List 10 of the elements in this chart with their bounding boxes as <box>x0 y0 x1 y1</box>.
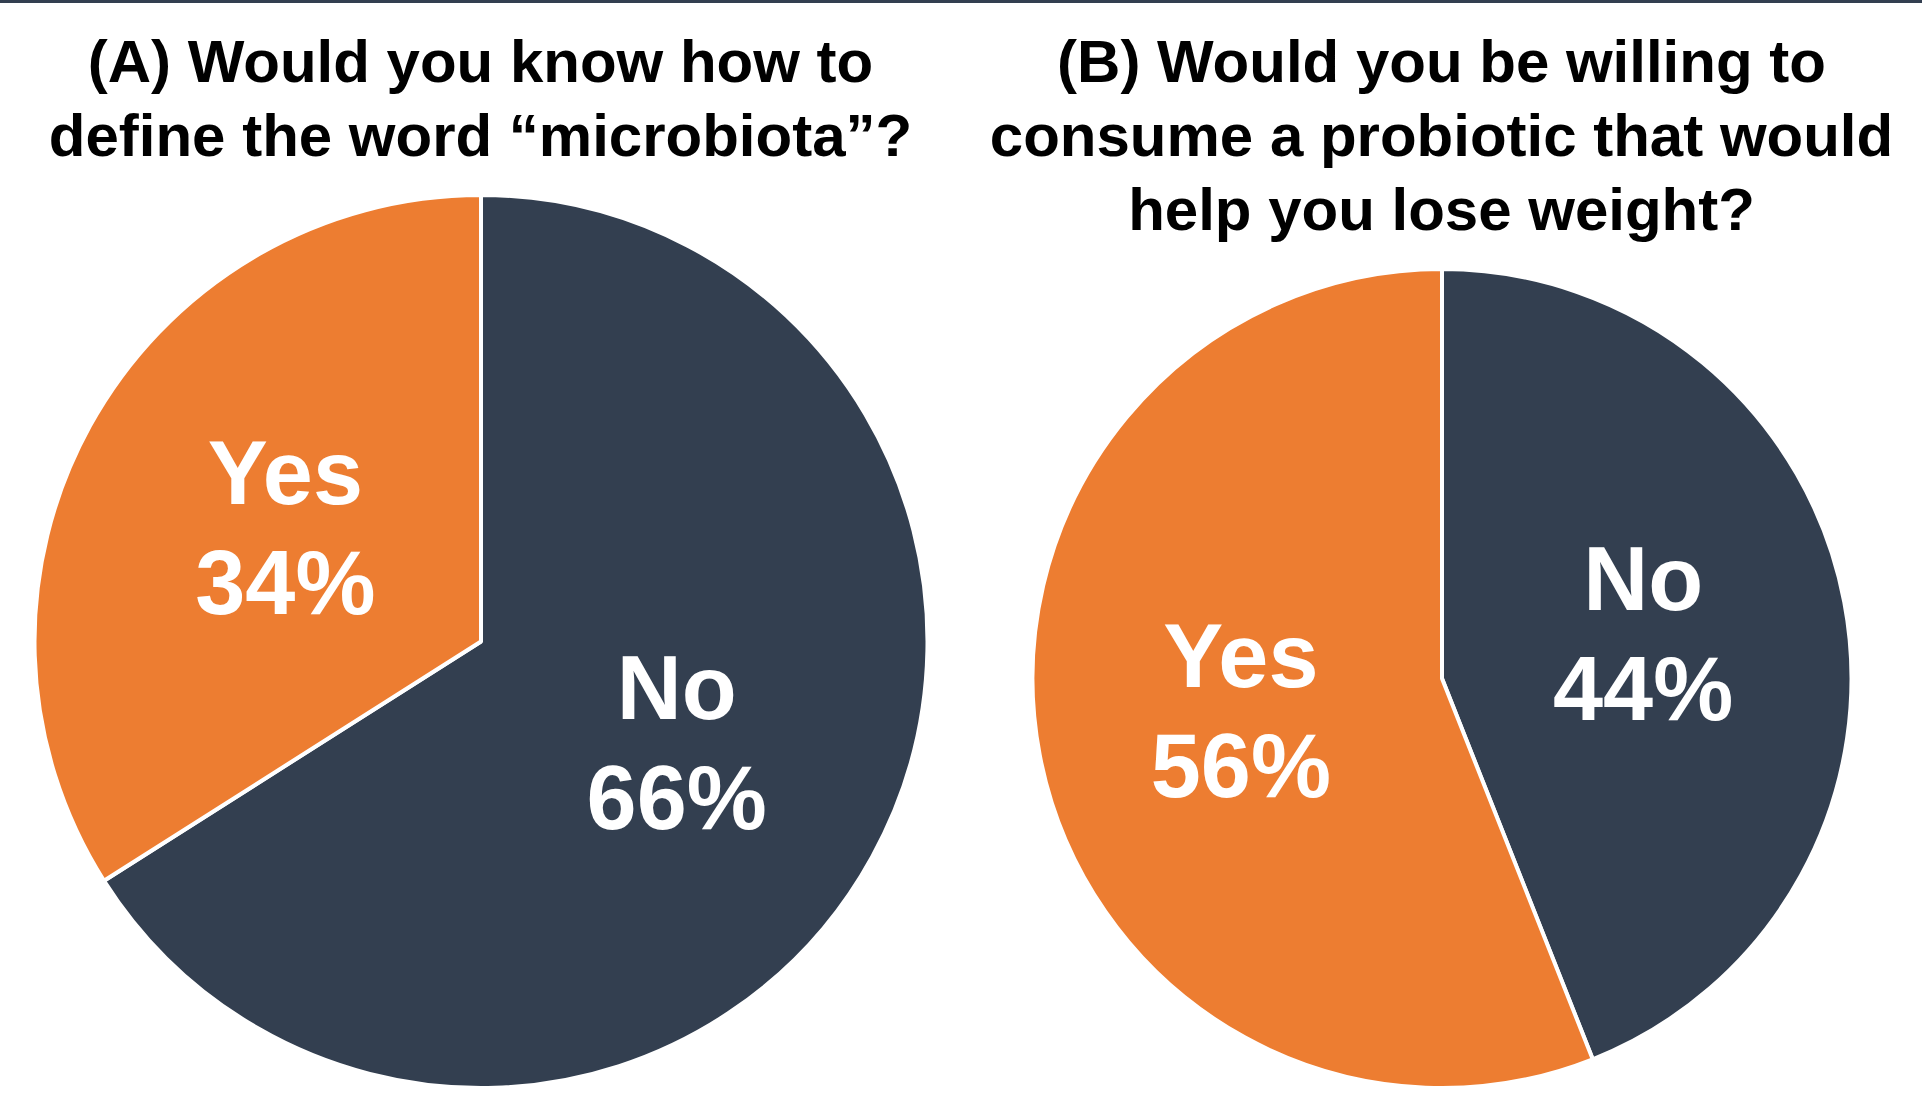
slice-label: Yes <box>1162 605 1318 706</box>
slice-label: Yes <box>207 422 363 523</box>
slice-label: No <box>616 637 737 738</box>
slice-label: No <box>1582 528 1703 629</box>
data-label: 56% <box>1150 715 1331 816</box>
chart-title: (A) Would you know how to define the word “microbiota”? <box>47 27 914 171</box>
chart-title: (B) Would you be willing to consume a probiotic that would help you lose weight? <box>988 27 1895 245</box>
data-label: 44% <box>1552 638 1733 739</box>
data-label: 34% <box>194 532 375 633</box>
data-label: 66% <box>586 747 767 848</box>
